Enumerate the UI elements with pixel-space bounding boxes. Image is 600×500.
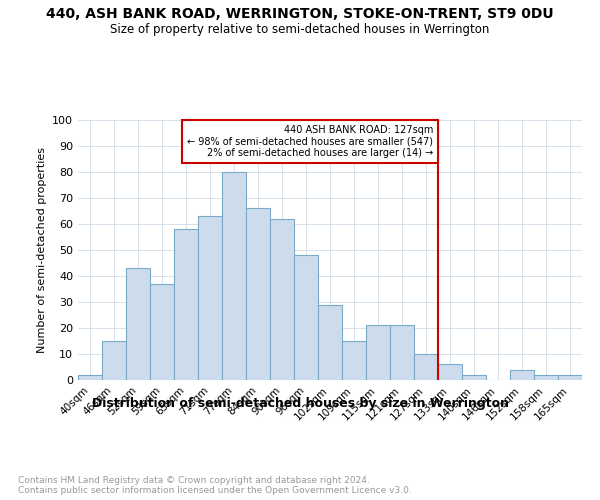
Bar (222, 172, 246, 380)
Bar (318, 304, 342, 380)
Text: 440, ASH BANK ROAD, WERRINGTON, STOKE-ON-TRENT, ST9 0DU: 440, ASH BANK ROAD, WERRINGTON, STOKE-ON… (46, 8, 554, 22)
Bar (438, 364, 462, 380)
Bar (126, 268, 150, 380)
Bar (534, 375, 558, 380)
Bar (102, 341, 126, 380)
Bar (78, 375, 102, 380)
Text: Contains HM Land Registry data © Crown copyright and database right 2024.
Contai: Contains HM Land Registry data © Crown c… (18, 476, 412, 495)
Bar (558, 375, 582, 380)
Bar (510, 370, 534, 380)
Bar (294, 255, 318, 380)
Bar (150, 284, 174, 380)
Bar (462, 375, 486, 380)
Bar (198, 216, 222, 380)
Bar (366, 326, 390, 380)
Bar (342, 341, 366, 380)
Text: Size of property relative to semi-detached houses in Werrington: Size of property relative to semi-detach… (110, 22, 490, 36)
Bar (414, 354, 438, 380)
Bar (270, 219, 294, 380)
Text: 440 ASH BANK ROAD: 127sqm
← 98% of semi-detached houses are smaller (547)
2% of : 440 ASH BANK ROAD: 127sqm ← 98% of semi-… (187, 125, 433, 158)
Bar (390, 326, 414, 380)
Bar (246, 208, 270, 380)
Bar (174, 229, 198, 380)
Text: Distribution of semi-detached houses by size in Werrington: Distribution of semi-detached houses by … (91, 398, 509, 410)
Y-axis label: Number of semi-detached properties: Number of semi-detached properties (37, 147, 47, 353)
